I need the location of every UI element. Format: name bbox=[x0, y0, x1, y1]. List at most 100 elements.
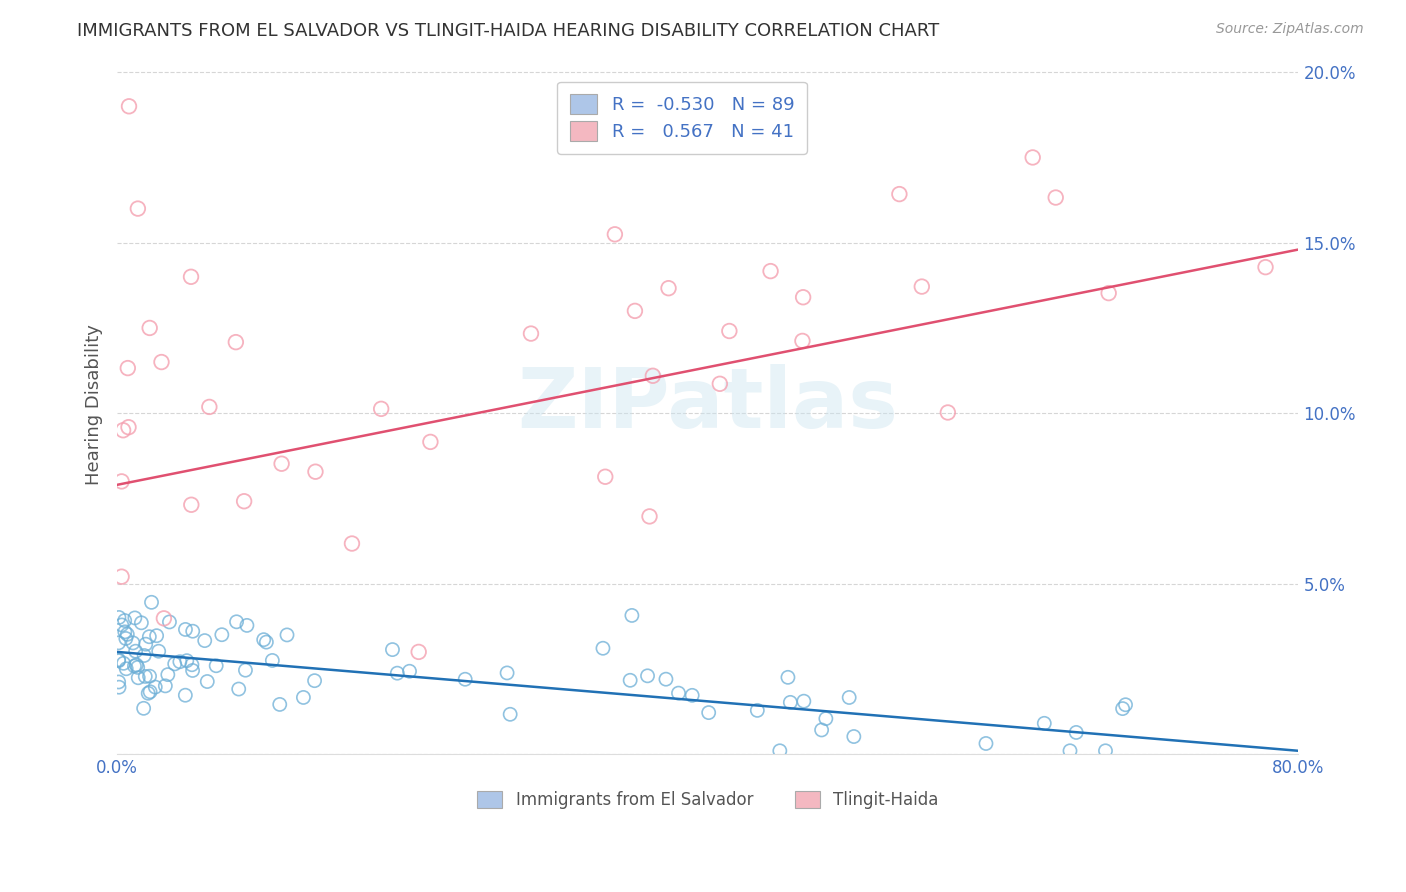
Point bbox=[262, 653, 284, 667]
Point bbox=[779, 695, 801, 709]
Point bbox=[115, 662, 138, 676]
Point bbox=[398, 665, 420, 679]
Point bbox=[143, 680, 166, 694]
Point bbox=[641, 368, 664, 383]
Point bbox=[592, 641, 614, 656]
Point bbox=[150, 355, 173, 369]
Point bbox=[110, 475, 132, 489]
Point bbox=[138, 321, 160, 335]
Point bbox=[108, 610, 131, 624]
Point bbox=[370, 401, 392, 416]
Point bbox=[115, 632, 138, 646]
Point bbox=[228, 681, 250, 696]
Point bbox=[792, 290, 814, 304]
Point bbox=[520, 326, 543, 341]
Point bbox=[769, 744, 792, 758]
Point bbox=[814, 712, 837, 726]
Point bbox=[117, 420, 139, 434]
Point bbox=[117, 361, 139, 376]
Point bbox=[174, 623, 197, 637]
Point bbox=[292, 690, 315, 705]
Point bbox=[180, 269, 202, 284]
Point bbox=[117, 627, 139, 641]
Point bbox=[225, 335, 247, 350]
Point bbox=[236, 618, 259, 632]
Point bbox=[153, 611, 176, 625]
Point bbox=[1059, 744, 1081, 758]
Point bbox=[499, 707, 522, 722]
Point bbox=[709, 376, 731, 391]
Point bbox=[112, 423, 135, 437]
Point bbox=[195, 674, 218, 689]
Point bbox=[131, 615, 153, 630]
Point bbox=[408, 645, 430, 659]
Point bbox=[304, 673, 326, 688]
Point bbox=[114, 614, 136, 628]
Point bbox=[148, 644, 170, 658]
Point bbox=[304, 465, 326, 479]
Point bbox=[132, 701, 155, 715]
Point bbox=[114, 624, 136, 639]
Point bbox=[620, 608, 643, 623]
Point bbox=[838, 690, 860, 705]
Point bbox=[842, 730, 865, 744]
Point bbox=[139, 685, 162, 699]
Point bbox=[107, 654, 129, 668]
Point bbox=[974, 737, 997, 751]
Point bbox=[134, 669, 156, 683]
Point bbox=[496, 665, 519, 680]
Point bbox=[235, 663, 257, 677]
Point bbox=[681, 689, 703, 703]
Point bbox=[655, 672, 678, 686]
Point bbox=[233, 494, 256, 508]
Point bbox=[110, 569, 132, 583]
Point bbox=[225, 615, 247, 629]
Point bbox=[138, 669, 160, 683]
Point bbox=[340, 536, 363, 550]
Point bbox=[136, 686, 159, 700]
Point bbox=[387, 666, 409, 681]
Point bbox=[624, 304, 647, 318]
Point bbox=[125, 657, 148, 672]
Point bbox=[747, 703, 769, 717]
Point bbox=[419, 434, 441, 449]
Point bbox=[381, 642, 404, 657]
Point bbox=[1064, 725, 1087, 739]
Point bbox=[180, 498, 202, 512]
Point bbox=[107, 636, 129, 650]
Y-axis label: Hearing Disability: Hearing Disability bbox=[86, 324, 103, 485]
Point bbox=[1111, 701, 1133, 715]
Point bbox=[759, 264, 782, 278]
Point bbox=[718, 324, 741, 338]
Point bbox=[619, 673, 641, 688]
Point bbox=[159, 615, 181, 629]
Point bbox=[181, 624, 204, 639]
Point bbox=[593, 469, 616, 483]
Legend: Immigrants from El Salvador, Tlingit-Haida: Immigrants from El Salvador, Tlingit-Hai… bbox=[471, 784, 945, 816]
Point bbox=[108, 680, 131, 694]
Point bbox=[668, 686, 690, 700]
Point bbox=[638, 509, 661, 524]
Point bbox=[127, 671, 149, 685]
Point bbox=[141, 595, 163, 609]
Point bbox=[122, 636, 145, 650]
Point bbox=[603, 227, 626, 242]
Point bbox=[107, 653, 129, 667]
Point bbox=[107, 675, 129, 690]
Point bbox=[198, 400, 221, 414]
Point bbox=[657, 281, 679, 295]
Point bbox=[127, 660, 149, 674]
Point bbox=[254, 635, 277, 649]
Point bbox=[253, 632, 276, 647]
Point bbox=[1115, 698, 1137, 712]
Point bbox=[776, 670, 799, 684]
Point bbox=[1045, 190, 1067, 204]
Point bbox=[169, 655, 191, 669]
Point bbox=[1098, 286, 1121, 301]
Point bbox=[124, 644, 146, 658]
Point bbox=[269, 698, 291, 712]
Text: IMMIGRANTS FROM EL SALVADOR VS TLINGIT-HAIDA HEARING DISABILITY CORRELATION CHAR: IMMIGRANTS FROM EL SALVADOR VS TLINGIT-H… bbox=[77, 22, 939, 40]
Point bbox=[155, 679, 177, 693]
Point bbox=[1021, 151, 1043, 165]
Point bbox=[810, 723, 832, 737]
